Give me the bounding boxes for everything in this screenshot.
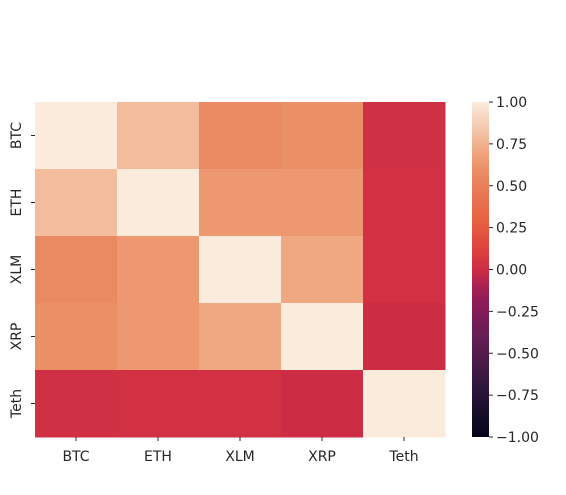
- y-tick-label: BTC: [9, 122, 25, 149]
- heatmap-cell-xlm-xlm: [199, 236, 282, 304]
- colorbar-gradient: [472, 102, 489, 437]
- heatmap-cell-xlm-btc: [35, 236, 118, 304]
- colorbar: 1.00 0.75 0.50 0.25 0.00 −0.25 −0.50 −0.75 −1.00: [472, 95, 539, 446]
- heatmap-cell-teth-teth: [363, 370, 446, 438]
- colorbar-tick-label: 0.25: [496, 221, 527, 237]
- colorbar-tick-label: −0.25: [496, 304, 539, 320]
- x-tick-label: Teth: [388, 449, 418, 465]
- heatmap-cell-xlm-eth: [117, 236, 200, 304]
- colorbar-tick-label: −1.00: [496, 430, 539, 446]
- y-tick-label: XRP: [9, 323, 25, 351]
- x-tick-label: XRP: [308, 449, 336, 465]
- heatmap-cell-eth-eth: [117, 169, 200, 237]
- heatmap-cell-btc-teth: [363, 102, 446, 170]
- colorbar-tick-label: 1.00: [496, 95, 527, 111]
- x-tick-label: BTC: [62, 449, 89, 465]
- heatmap-cell-xrp-xlm: [199, 303, 282, 371]
- heatmap-cell-eth-xlm: [199, 169, 282, 237]
- x-tick-label: ETH: [144, 449, 172, 465]
- heatmap-cell-btc-eth: [117, 102, 200, 170]
- heatmap-cell-xrp-teth: [363, 303, 446, 371]
- colorbar-tick-label: −0.50: [496, 346, 539, 362]
- y-tick-label: Teth: [9, 389, 25, 419]
- heatmap-cell-teth-eth: [117, 370, 200, 438]
- heatmap-cell-teth-xlm: [199, 370, 282, 438]
- heatmap-cell-btc-xrp: [281, 102, 364, 170]
- heatmap-cell-eth-btc: [35, 169, 118, 237]
- heatmap-cell-xrp-btc: [35, 303, 118, 371]
- y-tick-label: ETH: [9, 189, 25, 217]
- heatmap-cell-xlm-xrp: [281, 236, 364, 304]
- x-axis: BTC ETH XLM XRP Teth: [62, 437, 419, 465]
- heatmap-cell-eth-xrp: [281, 169, 364, 237]
- y-axis: BTC ETH XLM XRP Teth: [9, 122, 35, 419]
- colorbar-tick-label: 0.75: [496, 137, 527, 153]
- y-tick-label: XLM: [9, 255, 25, 284]
- colorbar-tick-label: 0.50: [496, 179, 527, 195]
- heatmap-cells: [35, 102, 446, 438]
- heatmap-cell-btc-xlm: [199, 102, 282, 170]
- colorbar-tick-label: 0.00: [496, 263, 527, 279]
- heatmap-cell-btc-btc: [35, 102, 118, 170]
- heatmap-cell-eth-teth: [363, 169, 446, 237]
- heatmap-cell-teth-xrp: [281, 370, 364, 438]
- colorbar-tick-label: −0.75: [496, 388, 539, 404]
- heatmap-cell-xlm-teth: [363, 236, 446, 304]
- heatmap-cell-teth-btc: [35, 370, 118, 438]
- heatmap-cell-xrp-eth: [117, 303, 200, 371]
- heatmap-cell-xrp-xrp: [281, 303, 364, 371]
- x-tick-label: XLM: [225, 449, 254, 465]
